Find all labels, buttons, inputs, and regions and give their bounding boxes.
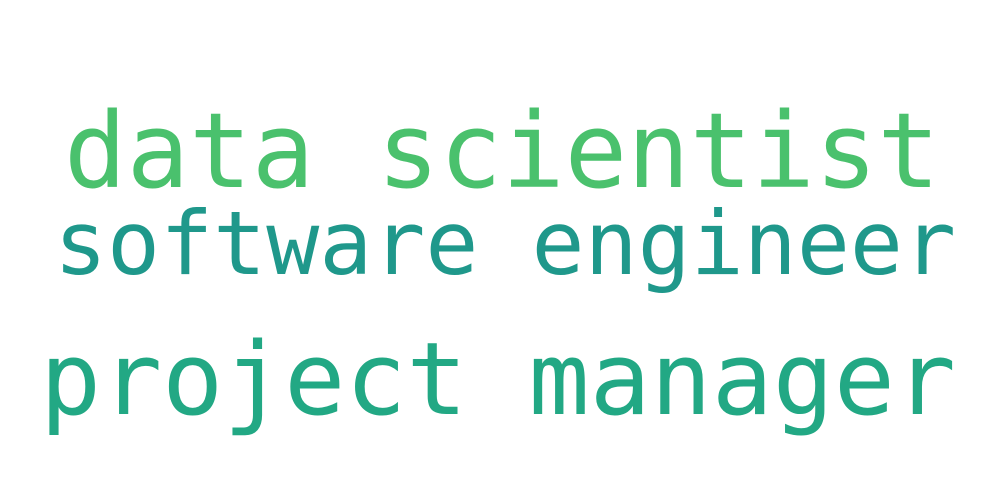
word: project manager (40, 320, 956, 438)
word: data scientist (64, 90, 940, 212)
word: software engineer (54, 192, 956, 295)
